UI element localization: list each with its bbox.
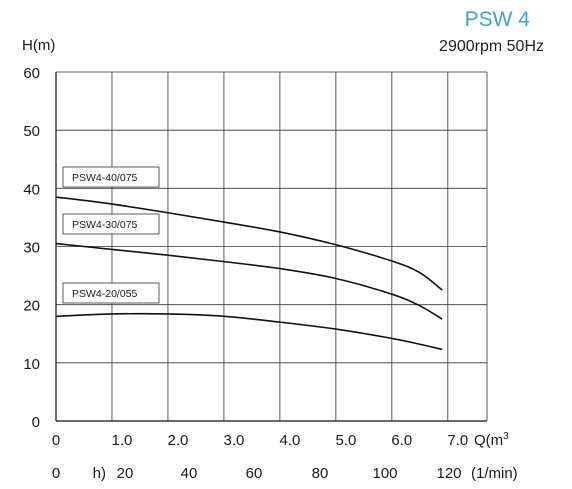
- x-tick-label-primary: 3.0: [223, 432, 244, 449]
- x-tick-label-secondary: 0: [52, 465, 60, 482]
- curve-label-text: PSW4-20/055: [72, 288, 138, 300]
- x-tick-label-primary: 5.0: [335, 432, 356, 449]
- x-tick-label-secondary: 100: [372, 465, 397, 482]
- curves: [55, 196, 443, 351]
- x-tick-label-secondary: 80: [312, 465, 329, 482]
- curve-label-text: PSW4-30/075: [72, 219, 138, 231]
- x-tick-label-secondary: 120: [436, 465, 461, 482]
- y-tick-label: 0: [32, 414, 40, 431]
- chart-subtitle: 2900rpm 50Hz: [439, 38, 544, 55]
- chart-title: PSW 4: [464, 8, 530, 31]
- x-tick-label-secondary: 60: [246, 465, 263, 482]
- curve-label-text: PSW4-40/075: [72, 172, 138, 184]
- y-tick-label: 60: [23, 65, 40, 82]
- x-axis-label-secondary: (1/min): [471, 465, 518, 482]
- x-tick-label-primary: 2.0: [168, 432, 189, 449]
- x-tick-label-secondary: 20: [117, 465, 134, 482]
- x-tick-label-secondary: 40: [181, 465, 198, 482]
- curve-labels: PSW4-40/075 PSW4-30/075 PSW4-20/055: [62, 166, 160, 304]
- x-axis-label-secondary-prefix: h): [93, 465, 106, 482]
- curve-label-box: [62, 282, 160, 304]
- x-axis-label-superscript: 3: [503, 431, 509, 442]
- x-tick-label-primary: 1.0: [112, 432, 133, 449]
- curve-label-box: [62, 166, 160, 188]
- x-tick-label-primary: 0: [52, 432, 60, 449]
- curve-line: [55, 196, 443, 291]
- x-tick-label-primary: 6.0: [391, 432, 412, 449]
- y-tick-label: 20: [23, 298, 40, 315]
- y-tick-label: 40: [23, 181, 40, 198]
- curve-line: [55, 312, 443, 351]
- x-axis-label-primary: Q(m3: [474, 431, 509, 449]
- curve-line: [55, 242, 443, 320]
- y-tick-label: 30: [23, 240, 40, 257]
- y-axis-label: H(m): [22, 37, 55, 54]
- grid: [56, 71, 488, 421]
- x-tick-label-primary: 7.0: [447, 432, 468, 449]
- curve-label-box: [62, 213, 160, 235]
- y-tick-label: 10: [23, 356, 40, 373]
- x-tick-label-primary: 4.0: [279, 432, 300, 449]
- y-tick-label: 50: [23, 123, 40, 140]
